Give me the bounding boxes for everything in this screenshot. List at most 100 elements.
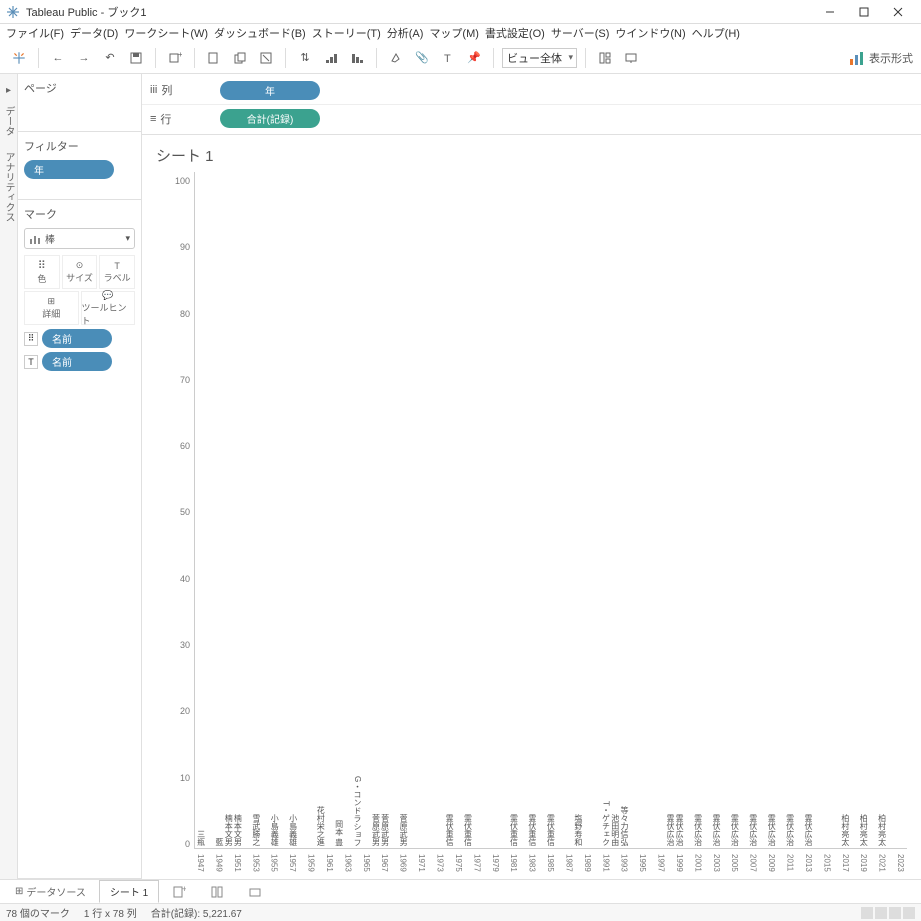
app-logo bbox=[6, 5, 20, 19]
bar-label: 小島義雄 bbox=[288, 814, 299, 846]
x-tick: 1957 bbox=[288, 851, 297, 875]
x-tick bbox=[832, 851, 839, 875]
x-tick: 1961 bbox=[325, 851, 334, 875]
menu-item[interactable]: データ(D) bbox=[68, 25, 120, 41]
menu-item[interactable]: ダッシュボード(B) bbox=[212, 25, 308, 41]
x-tick: 1981 bbox=[509, 851, 518, 875]
x-tick: 1991 bbox=[601, 851, 610, 875]
menu-item[interactable]: ワークシート(W) bbox=[122, 25, 210, 41]
view-select[interactable]: ビュー全体 bbox=[502, 48, 577, 68]
bar-label: 花村栄之進 bbox=[315, 806, 326, 846]
bar-label: 柏村亮太 bbox=[858, 814, 869, 846]
save-button[interactable] bbox=[125, 47, 147, 69]
menu-item[interactable]: マップ(M) bbox=[427, 25, 481, 41]
mark-chip-color-name[interactable]: ⠿名前 bbox=[24, 329, 135, 348]
menu-item[interactable]: サーバー(S) bbox=[549, 25, 612, 41]
x-tick: 1951 bbox=[233, 851, 242, 875]
back-button[interactable]: ← bbox=[47, 47, 69, 69]
x-tick bbox=[667, 851, 674, 875]
x-tick: 1967 bbox=[380, 851, 389, 875]
maximize-button[interactable] bbox=[847, 2, 881, 22]
bar-label: 等々力信弘 bbox=[619, 806, 630, 846]
x-tick bbox=[372, 851, 379, 875]
x-tick bbox=[298, 851, 305, 875]
presentation-button[interactable] bbox=[620, 47, 642, 69]
menu-item[interactable]: ファイル(F) bbox=[4, 25, 66, 41]
chart-plot[interactable]: 三瓶藍楠本文男楠本文男雪武勝之小島義雄小島義雄花村栄之進岡本 豊G・コンドラショ… bbox=[194, 172, 907, 849]
clear-button[interactable] bbox=[255, 47, 277, 69]
datasource-tab[interactable]: ⊞データソース bbox=[4, 880, 97, 903]
side-tab-analytics[interactable]: アナリティクス bbox=[0, 144, 18, 230]
layout-icon-2[interactable] bbox=[875, 907, 887, 919]
new-sheet-tab[interactable]: + bbox=[161, 881, 197, 903]
bar-label: 柏村亮太 bbox=[840, 814, 851, 846]
swap-button[interactable]: ⇅ bbox=[294, 47, 316, 69]
menu-item[interactable]: 分析(A) bbox=[385, 25, 426, 41]
filter-pill-year[interactable]: 年 bbox=[24, 160, 114, 179]
sort-asc-button[interactable] bbox=[320, 47, 342, 69]
menu-item[interactable]: ウインドウ(N) bbox=[613, 25, 687, 41]
mark-tooltip[interactable]: 💬ツールヒント bbox=[81, 291, 136, 325]
sort-desc-button[interactable] bbox=[346, 47, 368, 69]
marks-panel-title: マーク bbox=[24, 206, 135, 222]
totals-button[interactable]: T bbox=[437, 47, 459, 69]
x-tick bbox=[501, 851, 508, 875]
mark-size[interactable]: ⊙サイズ bbox=[62, 255, 98, 289]
x-tick: 1993 bbox=[620, 851, 629, 875]
x-tick: 1983 bbox=[528, 851, 537, 875]
x-tick bbox=[243, 851, 250, 875]
menu-item[interactable]: ストーリー(T) bbox=[310, 25, 383, 41]
mark-detail[interactable]: ⊞詳細 bbox=[24, 291, 79, 325]
mark-label[interactable]: Tラベル bbox=[99, 255, 135, 289]
x-tick bbox=[482, 851, 489, 875]
tableau-icon[interactable] bbox=[8, 47, 30, 69]
window-title: Tableau Public - ブック1 bbox=[26, 4, 813, 20]
new-story-tab[interactable] bbox=[237, 881, 273, 903]
bar-label: 菅原武男 bbox=[398, 814, 409, 846]
bar-label: 霊伏重信 bbox=[527, 814, 538, 846]
x-axis: 1947194919511953195519571959196119631965… bbox=[194, 849, 907, 875]
rows-pill-sum[interactable]: 合計(記録) bbox=[220, 109, 320, 128]
menu-item[interactable]: 書式設定(O) bbox=[483, 25, 547, 41]
close-button[interactable] bbox=[881, 2, 915, 22]
x-tick: 1975 bbox=[454, 851, 463, 875]
menu-item[interactable]: ヘルプ(H) bbox=[690, 25, 742, 41]
new-sheet-button[interactable] bbox=[203, 47, 225, 69]
undo-button[interactable]: ↶ bbox=[99, 47, 121, 69]
new-dashboard-tab[interactable] bbox=[199, 881, 235, 903]
bar-label: 菅原武男 bbox=[380, 814, 391, 846]
columns-pill-year[interactable]: 年 bbox=[220, 81, 320, 100]
pages-panel-title: ページ bbox=[24, 80, 135, 96]
bar-label: 霊伏広治 bbox=[785, 814, 796, 846]
x-tick: 2003 bbox=[712, 851, 721, 875]
forward-button[interactable]: → bbox=[73, 47, 95, 69]
layout-icon-3[interactable] bbox=[889, 907, 901, 919]
highlight-button[interactable] bbox=[385, 47, 407, 69]
minimize-button[interactable] bbox=[813, 2, 847, 22]
expand-side-button[interactable]: ▸ bbox=[2, 82, 16, 98]
bar-label: 霊伏重信 bbox=[462, 814, 473, 846]
group-button[interactable]: 📎 bbox=[411, 47, 433, 69]
rows-shelf-label: ≡行 bbox=[150, 111, 210, 127]
bar-label: 霊伏広治 bbox=[693, 814, 704, 846]
side-tab-data[interactable]: データ bbox=[0, 98, 18, 144]
duplicate-button[interactable] bbox=[229, 47, 251, 69]
x-tick: 1979 bbox=[491, 851, 500, 875]
mark-color[interactable]: ⠿色 bbox=[24, 255, 60, 289]
mark-chip-label-name[interactable]: T名前 bbox=[24, 352, 135, 371]
svg-text:+: + bbox=[178, 51, 182, 59]
layout-icon-4[interactable] bbox=[903, 907, 915, 919]
sheet-tab[interactable]: シート 1 bbox=[99, 880, 159, 903]
sheet-title[interactable]: シート 1 bbox=[156, 145, 907, 166]
x-tick: 2023 bbox=[896, 851, 905, 875]
x-tick: 1965 bbox=[362, 851, 371, 875]
layout-icon-1[interactable] bbox=[861, 907, 873, 919]
show-me-button[interactable]: 表示形式 bbox=[849, 50, 913, 66]
x-tick bbox=[206, 851, 213, 875]
new-data-button[interactable]: + bbox=[164, 47, 186, 69]
dashboard-button[interactable] bbox=[594, 47, 616, 69]
x-tick: 1987 bbox=[564, 851, 573, 875]
pin-button[interactable]: 📌 bbox=[463, 47, 485, 69]
marks-type-select[interactable]: 棒 bbox=[24, 228, 135, 249]
x-tick bbox=[317, 851, 324, 875]
